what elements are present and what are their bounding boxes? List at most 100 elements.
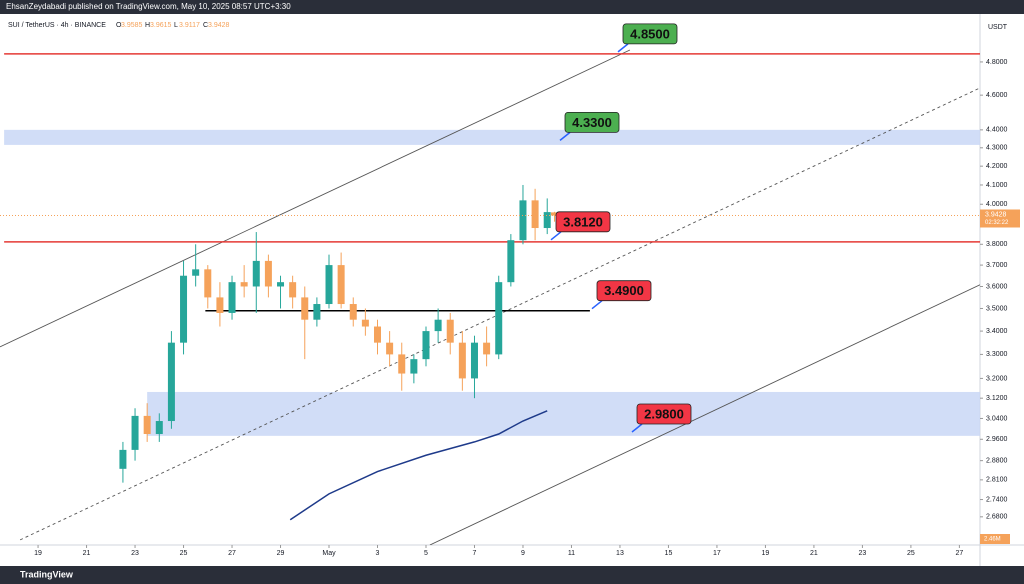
y-tick-label: 2.7400 <box>986 496 1008 503</box>
ohlc-letter: H <box>145 22 150 29</box>
candle-body <box>131 415 139 450</box>
ohlc-letter: O <box>116 22 122 29</box>
trendline <box>0 49 631 348</box>
x-tick-label: 23 <box>859 550 867 557</box>
x-tick-label: 11 <box>568 550 575 557</box>
currency: USDT <box>988 24 1008 31</box>
candle-body <box>155 421 163 435</box>
candle-body <box>119 449 127 469</box>
y-tick-label: 3.1200 <box>986 395 1008 402</box>
x-tick-label: 19 <box>762 550 770 557</box>
x-tick-label: 21 <box>83 550 91 557</box>
trendline <box>429 284 980 545</box>
candle-body <box>264 260 272 287</box>
candle-body <box>495 282 503 355</box>
candle-body <box>458 342 466 379</box>
candle-body <box>216 297 224 313</box>
candle-body <box>167 342 175 422</box>
y-tick-label: 4.2000 <box>986 163 1008 170</box>
candle-body <box>483 342 491 355</box>
y-tick-label: 3.4000 <box>986 328 1008 335</box>
x-tick-label: 21 <box>810 550 818 557</box>
y-tick-label: 3.0400 <box>986 415 1008 422</box>
y-tick-label: 3.6000 <box>986 283 1008 290</box>
x-tick-label: 25 <box>180 550 188 557</box>
candle-body <box>313 304 321 320</box>
candle-body <box>143 415 151 435</box>
price-tag-label: 3.9428 <box>985 211 1007 218</box>
ohlc-value: 3.9585 <box>121 22 143 29</box>
top-bar <box>0 0 1024 14</box>
x-tick-label: 7 <box>473 550 477 557</box>
candle-body <box>422 331 430 360</box>
x-tick-label: 17 <box>713 550 721 557</box>
y-tick-label: 4.4000 <box>986 127 1008 134</box>
callout-box <box>636 403 692 425</box>
candle-body <box>192 269 200 276</box>
y-tick-label: 2.8100 <box>986 477 1008 484</box>
callout-pointer <box>559 131 571 141</box>
callout-pointer <box>550 231 562 241</box>
candle-body <box>519 200 527 241</box>
y-tick-label: 3.2000 <box>986 375 1008 382</box>
candle-body <box>349 304 357 320</box>
callout-box <box>555 211 611 233</box>
candle-body <box>531 200 539 229</box>
y-tick-label: 3.7000 <box>986 262 1008 269</box>
moving-average <box>289 410 548 521</box>
candle-body <box>240 282 248 287</box>
candle-body <box>361 319 369 327</box>
callout-box <box>564 111 620 133</box>
candle-body <box>301 297 309 320</box>
callout-label: 4.8500 <box>630 26 670 41</box>
candle-body <box>180 275 188 343</box>
candle-body <box>252 260 260 287</box>
ohlc-letter: L <box>174 22 178 29</box>
x-tick-label: 29 <box>277 550 285 557</box>
zone <box>4 129 980 145</box>
candle-body <box>289 282 297 298</box>
callout-label: 2.9800 <box>644 406 684 421</box>
candle-body <box>398 354 406 374</box>
ohlc-letter: C <box>203 22 208 29</box>
candle-body <box>228 282 236 313</box>
y-tick-label: 2.6800 <box>986 514 1008 521</box>
y-tick-label: 2.8800 <box>986 457 1008 464</box>
x-tick-label: 15 <box>665 550 673 557</box>
volume-tag <box>980 534 1010 544</box>
candle-body <box>446 319 454 343</box>
callout-label: 3.8120 <box>563 214 603 229</box>
callout-box <box>596 280 652 302</box>
y-tick-label: 4.0000 <box>986 201 1008 208</box>
y-tick-label: 2.9600 <box>986 436 1008 443</box>
x-tick-label: 3 <box>376 550 380 557</box>
y-tick-label: 4.6000 <box>986 92 1008 99</box>
x-tick-label: 19 <box>34 550 42 557</box>
y-tick-label: 3.3000 <box>986 351 1008 358</box>
candle-body <box>550 212 558 216</box>
bottom-bar <box>0 566 1024 584</box>
y-tick-label: 4.1000 <box>986 182 1008 189</box>
brand: TradingView <box>20 569 74 579</box>
candle-body <box>374 326 382 343</box>
ohlc-value: 3.9615 <box>150 22 172 29</box>
candle-body <box>277 282 285 287</box>
callout-pointer <box>631 423 643 433</box>
zone <box>147 391 980 436</box>
candle-body <box>386 342 394 355</box>
callout-label: 4.3300 <box>572 115 612 130</box>
price-tag <box>980 209 1020 228</box>
x-tick-label: 5 <box>424 550 428 557</box>
ohlc-value: 3.9428 <box>208 22 230 29</box>
x-tick-label: 23 <box>131 550 139 557</box>
candle-body <box>410 359 418 374</box>
candle-body <box>337 265 345 305</box>
candle-body <box>325 265 333 305</box>
y-tick-label: 4.3000 <box>986 145 1008 152</box>
y-tick-label: 3.8000 <box>986 241 1008 248</box>
x-tick-label: 9 <box>521 550 525 557</box>
candle-body <box>507 240 515 283</box>
x-tick-label: 27 <box>228 550 236 557</box>
candle-body <box>204 269 212 298</box>
